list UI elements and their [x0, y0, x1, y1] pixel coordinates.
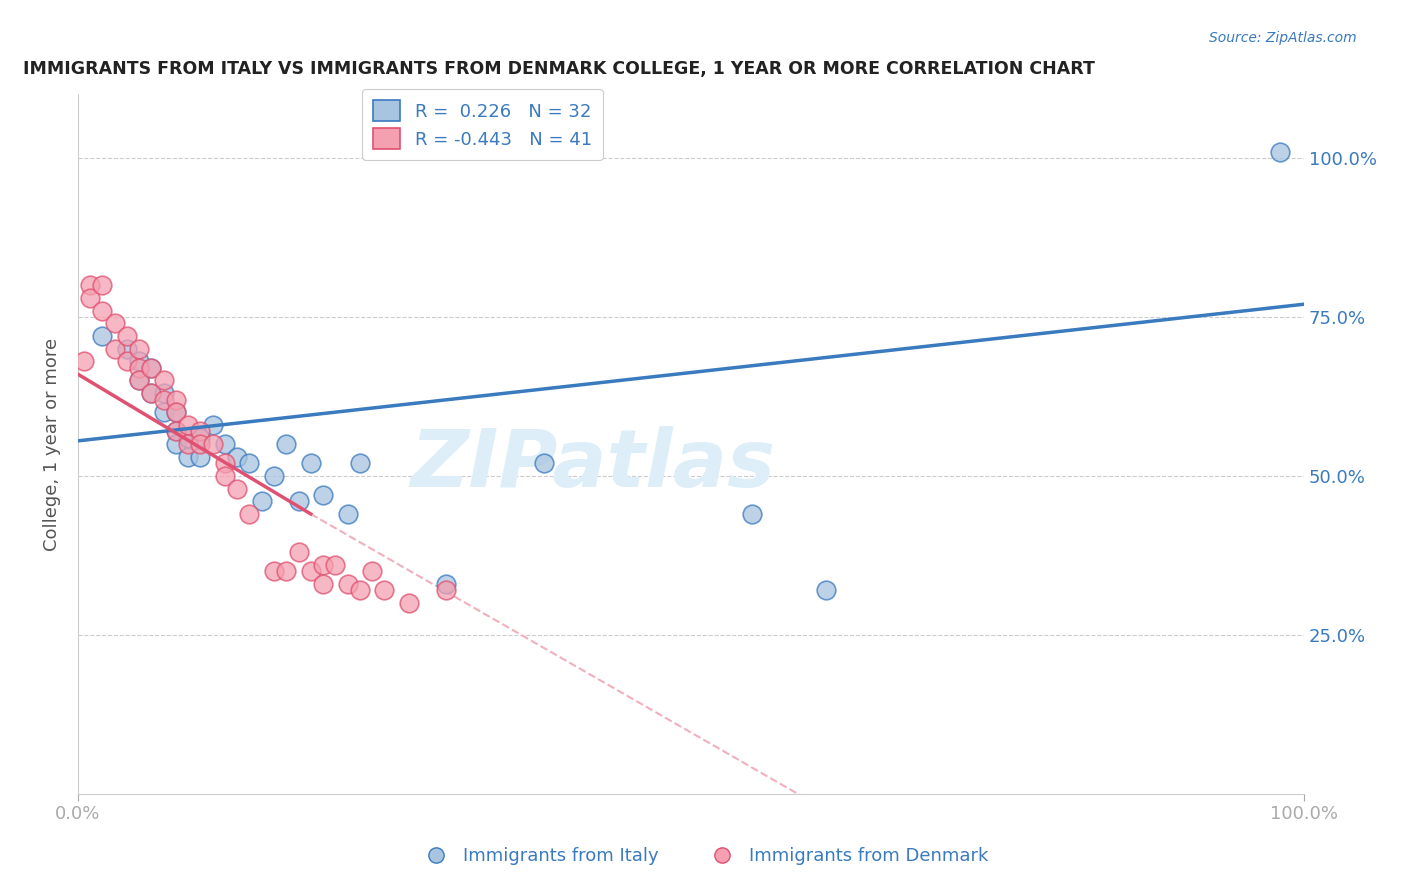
Point — [103, 342, 125, 356]
Point — [103, 316, 125, 330]
Point — [287, 494, 309, 508]
Text: IMMIGRANTS FROM ITALY VS IMMIGRANTS FROM DENMARK COLLEGE, 1 YEAR OR MORE CORRELA: IMMIGRANTS FROM ITALY VS IMMIGRANTS FROM… — [22, 60, 1094, 78]
Point — [434, 577, 457, 591]
Point — [190, 431, 212, 445]
Point — [741, 507, 763, 521]
Point — [226, 450, 249, 464]
Point — [533, 456, 555, 470]
Point — [263, 468, 285, 483]
Point — [263, 564, 285, 578]
Point — [128, 342, 150, 356]
Point — [165, 405, 187, 419]
Point — [299, 564, 322, 578]
Point — [152, 392, 174, 407]
Point — [299, 456, 322, 470]
Point — [165, 425, 187, 439]
Point — [73, 354, 96, 368]
Point — [141, 360, 163, 375]
Text: Source: ZipAtlas.com: Source: ZipAtlas.com — [1209, 31, 1357, 45]
Point — [238, 507, 260, 521]
Point — [128, 354, 150, 368]
Point — [141, 386, 163, 401]
Point — [238, 456, 260, 470]
Point — [91, 278, 114, 293]
Point — [115, 354, 138, 368]
Point — [91, 329, 114, 343]
Point — [349, 456, 371, 470]
Point — [141, 386, 163, 401]
Point — [177, 431, 200, 445]
Point — [226, 482, 249, 496]
Point — [79, 278, 101, 293]
Y-axis label: College, 1 year or more: College, 1 year or more — [44, 337, 60, 550]
Point — [152, 405, 174, 419]
Point — [177, 437, 200, 451]
Point — [814, 583, 837, 598]
Point — [177, 450, 200, 464]
Point — [141, 360, 163, 375]
Point — [312, 577, 335, 591]
Point — [190, 450, 212, 464]
Point — [349, 583, 371, 598]
Point — [190, 437, 212, 451]
Point — [312, 488, 335, 502]
Point — [128, 374, 150, 388]
Point — [214, 456, 236, 470]
Point — [336, 577, 359, 591]
Point — [398, 596, 420, 610]
Point — [373, 583, 395, 598]
Point — [79, 291, 101, 305]
Point — [336, 507, 359, 521]
Point — [165, 392, 187, 407]
Legend: R =  0.226   N = 32, R = -0.443   N = 41: R = 0.226 N = 32, R = -0.443 N = 41 — [363, 89, 603, 160]
Point — [152, 386, 174, 401]
Point — [128, 360, 150, 375]
Point — [276, 437, 298, 451]
Point — [165, 437, 187, 451]
Point — [250, 494, 273, 508]
Point — [165, 425, 187, 439]
Point — [276, 564, 298, 578]
Point — [128, 374, 150, 388]
Point — [1268, 145, 1291, 159]
Point — [323, 558, 346, 572]
Point — [115, 342, 138, 356]
Point — [312, 558, 335, 572]
Point — [152, 374, 174, 388]
Text: ZIPatlas: ZIPatlas — [411, 426, 775, 504]
Point — [115, 329, 138, 343]
Point — [190, 425, 212, 439]
Point — [287, 545, 309, 559]
Point — [91, 303, 114, 318]
Point — [201, 437, 224, 451]
Legend: Immigrants from Italy, Immigrants from Denmark: Immigrants from Italy, Immigrants from D… — [411, 840, 995, 872]
Point — [165, 405, 187, 419]
Point — [201, 417, 224, 432]
Point — [214, 437, 236, 451]
Point — [361, 564, 384, 578]
Point — [214, 468, 236, 483]
Point — [177, 417, 200, 432]
Point — [434, 583, 457, 598]
